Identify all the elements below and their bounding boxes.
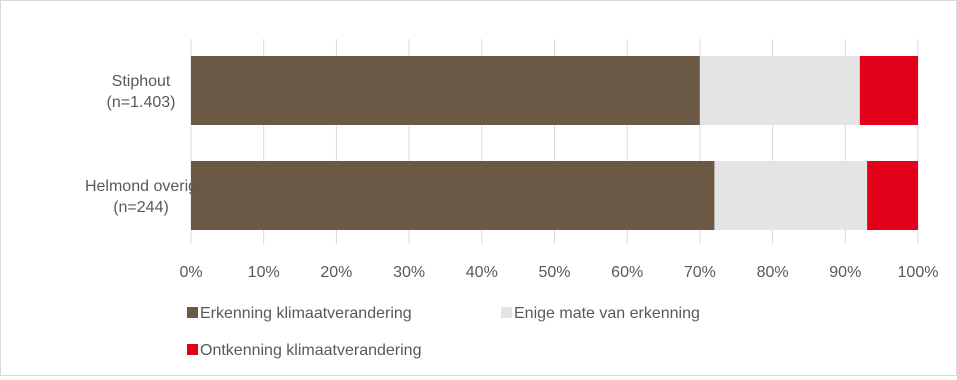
- legend-swatch: [187, 307, 198, 318]
- bar-segment: [191, 56, 700, 125]
- legend-swatch: [501, 307, 512, 318]
- bar-segment: [859, 56, 918, 125]
- x-tick-label: 0%: [179, 264, 202, 281]
- category-label: (n=244): [113, 199, 169, 216]
- bars: [191, 56, 918, 230]
- x-tick-label: 60%: [611, 264, 643, 281]
- x-tick-label: 10%: [248, 264, 280, 281]
- category-label: Stiphout: [112, 73, 171, 90]
- legend-label: Enige mate van erkenning: [514, 305, 700, 322]
- x-tick-label: 70%: [684, 264, 716, 281]
- bar-segment: [714, 161, 868, 230]
- x-tick-label: 80%: [757, 264, 789, 281]
- bar-segment: [867, 161, 918, 230]
- x-tick-label: 20%: [320, 264, 352, 281]
- x-tick-label: 90%: [829, 264, 861, 281]
- x-tick-label: 50%: [538, 264, 570, 281]
- bar-segment: [191, 161, 715, 230]
- category-label: Helmond overig: [85, 178, 197, 195]
- bar-segment: [699, 56, 860, 125]
- x-tick-label: 100%: [898, 264, 939, 281]
- legend-label: Erkenning klimaatverandering: [200, 305, 412, 322]
- x-tick-label: 40%: [466, 264, 498, 281]
- category-labels: Stiphout (n=1.403) Helmond overig (n=244): [85, 73, 197, 216]
- legend: Erkenning klimaatverandering Enige mate v…: [187, 305, 700, 359]
- category-label: (n=1.403): [107, 94, 176, 111]
- legend-swatch: [187, 344, 198, 355]
- x-tick-label: 30%: [393, 264, 425, 281]
- x-tick-labels: 0% 10% 20% 30% 40% 50% 60% 70% 80% 90% 100%: [179, 264, 938, 281]
- legend-label: Ontkenning klimaatverandering: [200, 342, 421, 359]
